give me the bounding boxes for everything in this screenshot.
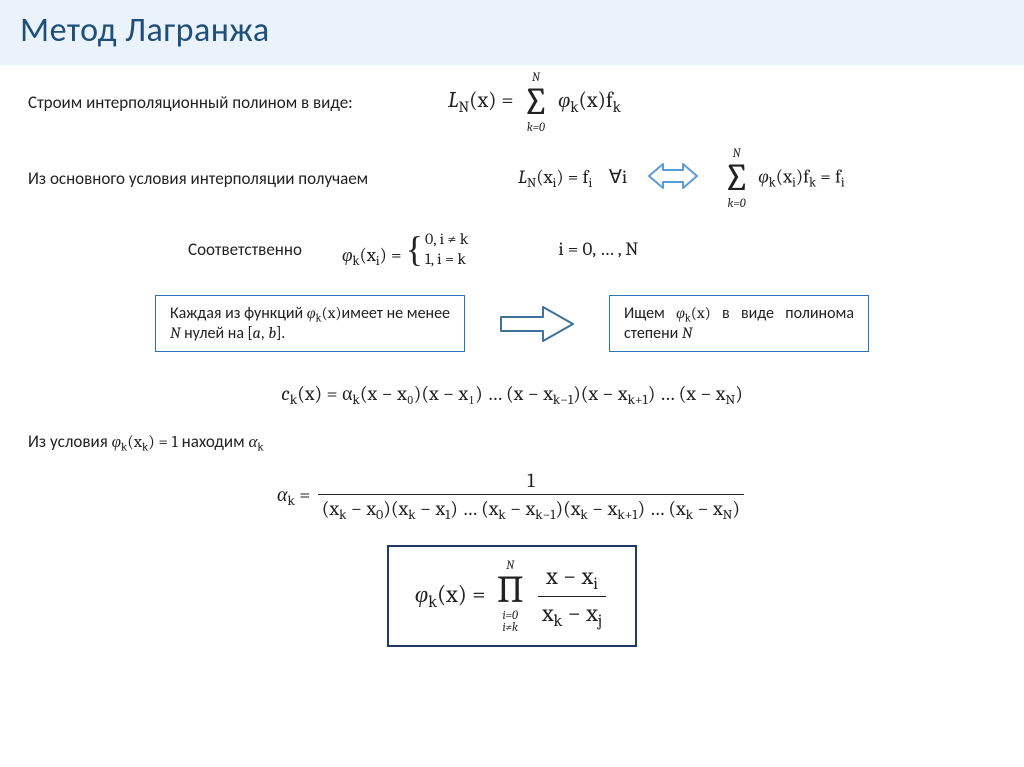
double-arrow-icon — [645, 160, 701, 197]
eq-alpha-fraction: αk = 1 (xk − x0)(xk − x1) … (xk − xk−1)(… — [28, 469, 996, 523]
eq-phi-cases: φk(xi) = { 0, i ≠ k 1, i = k — [342, 229, 468, 269]
text-find-alpha: Из условия φk(xk) = 1 находим αk — [28, 431, 996, 454]
row-boxes: Каждая из функций φk(x)имеет не менее N … — [28, 295, 996, 352]
arrow-right-icon — [495, 301, 579, 347]
eq-sum-phi-fi: N ∑ k=0 φk(xi)fk = fi — [719, 147, 844, 209]
row-polynomial-form: Строим интерполяционный полином в виде: … — [28, 71, 996, 133]
eq-LN-sum: LN(x) = N ∑ k=0 φk(x)fk — [448, 71, 621, 133]
eq-ck-product: ck(x) = αk(x − x₀)(x − x₁) … (x − xk−1)(… — [28, 382, 996, 408]
text-main-condition: Из основного условия интерполяции получа… — [28, 168, 428, 189]
slide-content: Строим интерполяционный полином в виде: … — [0, 65, 1024, 657]
text-build-polynomial: Строим интерполяционный полином в виде: — [28, 92, 428, 113]
box-zeros-statement: Каждая из функций φk(x)имеет не менее N … — [155, 295, 465, 352]
eq-i-range: i = 0, … , N — [558, 238, 638, 260]
title-bar: Метод Лагранжа — [0, 0, 1024, 65]
text-accordingly: Соответственно — [188, 239, 302, 260]
box-seek-polynomial: Ищем φk(x) в виде полинома степени N — [609, 295, 869, 352]
eq-phi-product-result: φk(x) = N ∏ i=0 i≠k x − xi xk − xj — [28, 545, 996, 647]
slide-title: Метод Лагранжа — [20, 10, 1004, 51]
row-phi-cases: Соответственно φk(xi) = { 0, i ≠ k 1, i … — [28, 229, 996, 269]
eq-LN-xi: LN(xi) = fi ∀i — [518, 166, 627, 191]
row-main-condition: Из основного условия интерполяции получа… — [28, 147, 996, 209]
